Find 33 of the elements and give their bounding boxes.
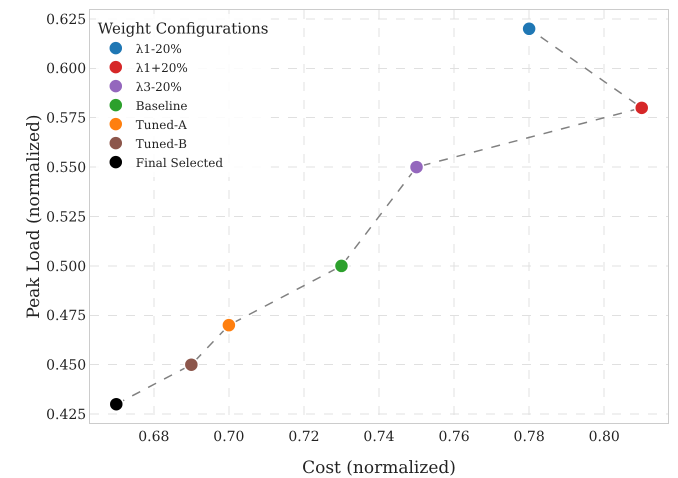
x-tick-label: 0.80	[588, 428, 620, 445]
point	[221, 317, 237, 333]
y-tick-label: 0.450	[46, 358, 86, 374]
x-tick-label: 0.78	[514, 428, 545, 445]
y-tick-label: 0.475	[46, 308, 86, 324]
legend-label: Tuned-A	[136, 118, 188, 132]
y-tick-label: 0.425	[46, 407, 86, 424]
point	[408, 159, 424, 175]
x-tick-label: 0.72	[288, 428, 320, 445]
legend-label: λ1-20%	[136, 42, 182, 56]
point	[634, 100, 650, 116]
legend-label: Tuned-B	[136, 136, 188, 151]
point	[184, 356, 200, 372]
y-tick-label: 0.525	[46, 209, 86, 226]
x-axis-title: Cost (normalized)	[302, 458, 456, 478]
x-tick-label: 0.70	[213, 428, 244, 445]
y-tick-label: 0.600	[46, 61, 86, 78]
x-tick-label: 0.76	[438, 428, 470, 445]
legend-title: Weight Configurations	[98, 20, 268, 38]
x-tick-label: 0.68	[138, 428, 170, 445]
point	[108, 396, 124, 412]
legend-label: λ1+20%	[136, 60, 188, 75]
x-tick-label: 0.74	[363, 428, 395, 445]
legend-label: Baseline	[136, 98, 188, 113]
y-tick-label: 0.575	[46, 110, 86, 127]
y-tick-label: 0.500	[46, 258, 86, 275]
point	[521, 21, 537, 37]
legend-label: Final Selected	[136, 156, 224, 170]
y-axis-title: Peak Load (normalized)	[24, 114, 44, 319]
legend-label: λ3-20%	[136, 80, 182, 94]
point	[334, 258, 350, 274]
y-tick-label: 0.625	[46, 12, 86, 28]
y-tick-label: 0.550	[46, 160, 86, 176]
